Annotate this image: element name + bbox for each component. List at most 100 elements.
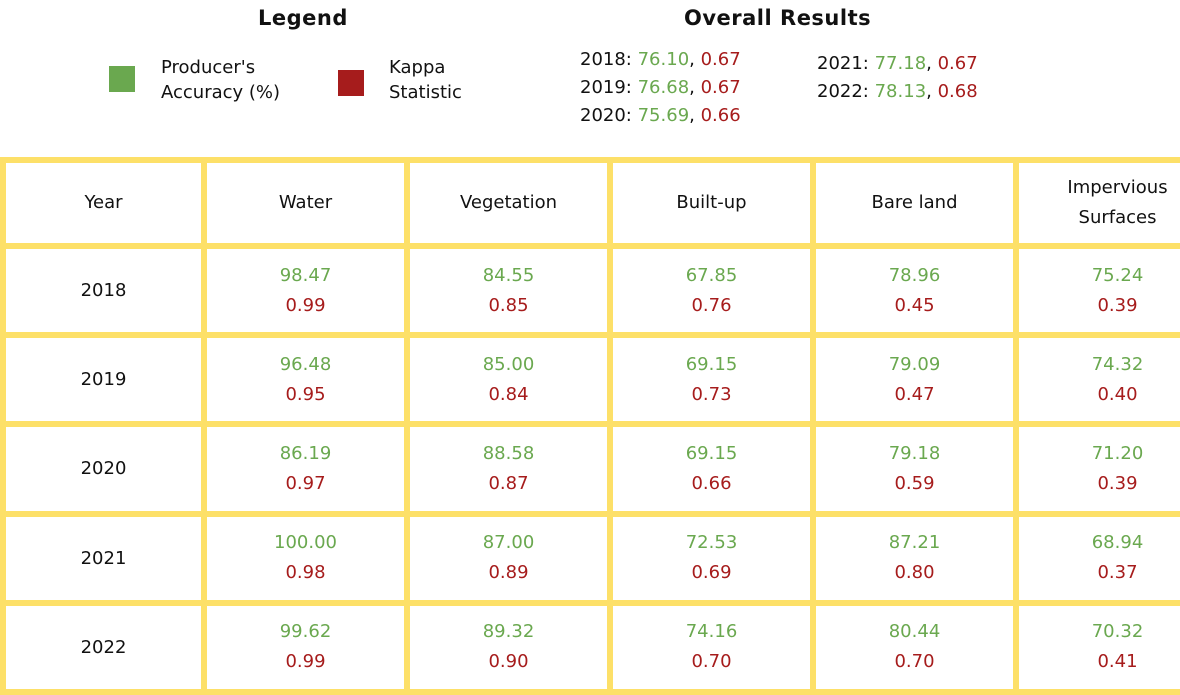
overall-entry: 2019: 76.68, 0.67 [580,76,741,100]
column-header: Year [0,157,207,249]
kappa-value: 0.69 [691,562,732,584]
overall-accuracy: 75.69 [637,105,690,126]
column-header: Bare land [810,157,1019,249]
producers-accuracy-value: 74.16 [685,621,738,643]
value-cell: 96.48 0.95 [201,332,410,428]
kappa-value: 0.70 [691,651,732,673]
column-header: Water [201,157,410,249]
value-cell: 84.55 0.85 [404,242,613,339]
legend-label-producers-accuracy: Producer's Accuracy (%) [161,57,281,103]
producers-accuracy-value: 79.18 [888,442,941,464]
overall-year: 2020: [580,105,638,126]
column-header: Vegetation [404,157,613,249]
value-cell: 99.62 0.99 [201,599,410,695]
overall-accuracy: 78.13 [874,81,927,102]
value-cell: 79.18 0.59 [810,421,1019,517]
producers-accuracy-value: 96.48 [279,353,332,375]
producers-accuracy-value: 85.00 [482,353,535,375]
producers-accuracy-value: 74.32 [1091,353,1144,375]
value-cell: 85.00 0.84 [404,332,613,428]
overall-kappa: 0.68 [937,81,978,102]
producers-accuracy-value: 89.32 [482,621,535,643]
column-header: Impervious Surfaces [1013,157,1180,249]
kappa-value: 0.89 [488,562,529,584]
value-cell: 89.32 0.90 [404,599,613,695]
value-cell: 68.94 0.37 [1013,510,1180,606]
value-cell: 80.44 0.70 [810,599,1019,695]
value-cell: 69.15 0.66 [607,421,816,517]
overall-kappa: 0.66 [700,105,741,126]
legend-label-kappa: Kappa Statistic [389,57,462,103]
overall-kappa: 0.67 [937,53,978,74]
overall-separator: , [689,77,701,98]
overall-entry: 2018: 76.10, 0.67 [580,48,741,72]
overall-separator: , [926,81,938,102]
producers-accuracy-value: 87.00 [482,532,535,554]
value-cell: 100.00 0.98 [201,510,410,606]
producers-accuracy-value: 78.96 [888,264,941,286]
table-body: 2018 98.47 0.99 84.55 0.85 67.85 0.76 78.96 0.45… [0,242,1180,695]
overall-year: 2021: [817,53,875,74]
kappa-value: 0.84 [488,383,529,405]
producers-accuracy-value: 69.15 [685,442,738,464]
value-cell: 78.96 0.45 [810,242,1019,339]
value-cell: 87.21 0.80 [810,510,1019,606]
producers-accuracy-value: 70.32 [1091,621,1144,643]
value-cell: 75.24 0.39 [1013,242,1180,339]
overall-entry: 2020: 75.69, 0.66 [580,104,741,128]
overall-separator: , [689,105,701,126]
kappa-value: 0.39 [1097,472,1138,494]
producers-accuracy-value: 67.85 [685,264,738,286]
producers-accuracy-value: 87.21 [888,532,941,554]
legend-title: Legend [258,6,348,30]
overall-entry: 2022: 78.13, 0.68 [817,80,978,104]
kappa-value: 0.98 [285,562,326,584]
kappa-value: 0.37 [1097,562,1138,584]
kappa-value: 0.70 [894,651,935,673]
value-cell: 98.47 0.99 [201,242,410,339]
column-header: Built-up [607,157,816,249]
kappa-value: 0.95 [285,383,326,405]
kappa-value: 0.73 [691,383,732,405]
results-table-wrap: Year Water Vegetation Built-up Bare land Impe… [0,157,1180,695]
overall-accuracy: 76.68 [637,77,690,98]
table-row: 2022 99.62 0.99 89.32 0.90 74.16 0.70 80.44 0.70… [0,599,1180,695]
table-row: 2019 96.48 0.95 85.00 0.84 69.15 0.73 79.09 0.47… [0,332,1180,428]
overall-year: 2018: [580,49,638,70]
overall-year: 2022: [817,81,875,102]
overall-year: 2019: [580,77,638,98]
value-cell: 74.16 0.70 [607,599,816,695]
value-cell: 74.32 0.40 [1013,332,1180,428]
kappa-value: 0.45 [894,294,935,316]
kappa-value: 0.76 [691,294,732,316]
kappa-value: 0.41 [1097,651,1138,673]
table-row: 2018 98.47 0.99 84.55 0.85 67.85 0.76 78.96 0.45… [0,242,1180,339]
kappa-value: 0.66 [691,472,732,494]
value-cell: 70.32 0.41 [1013,599,1180,695]
kappa-value: 0.40 [1097,383,1138,405]
overall-separator: , [926,53,938,74]
producers-accuracy-value: 100.00 [274,532,337,554]
value-cell: 69.15 0.73 [607,332,816,428]
year-cell: 2019 [0,332,207,428]
swatch-producers-accuracy [109,66,135,92]
producers-accuracy-value: 69.15 [685,353,738,375]
table-row: 2021 100.00 0.98 87.00 0.89 72.53 0.69 87.21 0.8… [0,510,1180,606]
table-header-row: Year Water Vegetation Built-up Bare land Impe… [0,157,1180,249]
producers-accuracy-value: 98.47 [279,264,332,286]
kappa-value: 0.39 [1097,294,1138,316]
producers-accuracy-value: 72.53 [685,532,738,554]
producers-accuracy-value: 86.19 [279,442,332,464]
table-row: 2020 86.19 0.97 88.58 0.87 69.15 0.66 79.18 0.59… [0,421,1180,517]
value-cell: 86.19 0.97 [201,421,410,517]
overall-entry: 2021: 77.18, 0.67 [817,52,978,76]
value-cell: 67.85 0.76 [607,242,816,339]
overall-kappa: 0.67 [700,77,741,98]
producers-accuracy-value: 84.55 [482,264,535,286]
year-cell: 2021 [0,510,207,606]
producers-accuracy-value: 80.44 [888,621,941,643]
overall-accuracy: 76.10 [637,49,690,70]
swatch-kappa [338,70,364,96]
year-cell: 2018 [0,242,207,339]
overall-separator: , [689,49,701,70]
